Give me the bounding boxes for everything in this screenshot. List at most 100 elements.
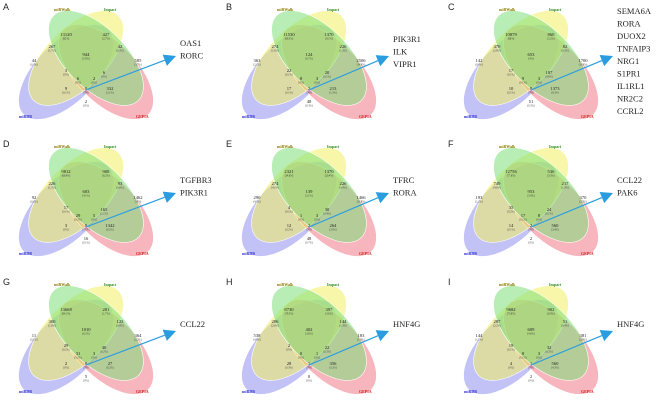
panel-letter: C [448,2,455,12]
region-count-wd: 226 [49,181,57,186]
region-percent-w: (78.5%) [285,313,294,316]
region-count-wi: 953 [528,189,536,194]
region-count-g: 183 [358,333,366,338]
region-percent-d: (0.1%) [30,339,37,342]
gene-label: OAS1 [180,38,201,48]
region-count-id: 3 [65,223,68,228]
set-label-mirdb: miRDB [242,114,255,119]
region-count-w: 8730 [284,307,294,312]
region-count-wg: 107 [546,70,554,75]
gene-label: NRG1 [617,56,639,66]
region-count-d: 538 [254,333,262,338]
gene-label: S1PR1 [617,69,641,79]
region-percent-wg: (0.2%) [100,351,107,354]
region-percent-wid: (0.1%) [285,74,292,77]
set-label-gepia: GEPIA [359,251,372,256]
region-percent-wd: (2.2%) [493,325,500,328]
region-count-wid: 22 [287,68,292,73]
region-count-id: 10 [509,86,514,91]
set-label-mirdb: miRDB [242,389,255,394]
region-count-ig: 226 [340,44,348,49]
region-percent-wi: (4%) [528,58,533,61]
region-percent-i: (20.4%) [325,175,334,178]
arrow-shaft [530,335,603,366]
region-count-d: 144 [476,333,484,338]
venn-diagram: miRWalk Impact miRDB GEPIA 9682(73.8%) 902(6.… [463,282,599,395]
region-count-dg: 264 [330,223,338,228]
set-label-mirwalk: miRWalk [277,7,294,12]
region-percent-wid: (0.1%) [507,349,514,352]
region-count-dg: 560 [552,361,560,366]
region-percent-ig: (0.4%) [561,325,568,328]
region-count-dg: 1342 [105,223,115,228]
region-count-all: 2 [308,223,311,228]
region-count-wg: 24 [547,207,552,212]
arrow-head [599,55,613,67]
venn-diagram: miRWalk Impact miRDB GEPIA 10879(66%) 860(5.2… [463,7,599,120]
region-count-id: 12 [287,223,292,228]
gene-label: CCRL2 [617,106,643,116]
region-percent-id: (0%) [63,229,68,232]
region-count-wdg: 29 [76,213,81,218]
region-percent-wd: (1.5%) [48,187,55,190]
region-count-wid: 29 [64,343,69,348]
set-ellipse-impact [271,147,367,243]
region-count-wd: 470 [494,44,502,49]
region-percent-wig: (0%) [536,219,541,222]
region-percent-wig: (0%) [536,357,541,360]
set-label-impact: Impact [549,282,562,287]
region-percent-w: (73.8%) [507,313,516,316]
region-percent-wd: (1.8%) [48,325,55,328]
set-label-mirwalk: miRWalk [499,282,516,287]
panel-letter: G [3,277,10,287]
arrow-head [375,55,389,67]
region-percent-g: (1.6%) [357,339,364,342]
region-count-w: 13120 [60,32,72,37]
region-count-idg: 51 [529,99,534,104]
region-percent-d: (0.9%) [475,64,482,67]
arrow-head [162,54,176,66]
set-label-mirdb: miRDB [464,251,477,256]
region-percent-wid: (0.2%) [62,349,69,352]
region-percent-ig: (0.6%) [116,187,123,190]
region-percent-idg: (0%) [83,380,88,383]
region-percent-id: (0.1%) [507,92,514,95]
region-percent-idg: (0.3%) [305,105,312,108]
region-percent-wid: (0.2%) [507,211,514,214]
region-count-dg: 1373 [550,86,560,91]
region-count-ig: 226 [340,181,348,186]
region-percent-wg: (0.1%) [323,76,330,79]
region-percent-dg: (1.3%) [329,92,336,95]
set-label-impact: Impact [104,144,117,149]
region-percent-wdg: (0%) [298,82,303,85]
region-count-wdg: 6 [77,76,80,81]
region-count-idg: 48 [307,236,312,241]
region-percent-wid: (0%) [286,349,291,352]
gene-label: TNFAIP3 [617,44,650,54]
region-count-id: 4 [510,361,513,366]
region-percent-wd: (1.7%) [48,50,55,53]
region-count-g: 381 [580,333,588,338]
region-percent-g: (3.7%) [134,64,141,67]
set-label-impact: Impact [327,282,340,287]
set-label-mirdb: miRDB [464,114,477,119]
region-percent-wdg: (0%) [298,357,303,360]
region-percent-dg: (2.1%) [106,92,113,95]
region-count-id: 14 [509,223,514,228]
region-count-dg: 27 [108,361,113,366]
region-count-wig: 1 [316,351,319,356]
arrow-shaft [308,60,379,91]
region-count-wdg: 1 [300,213,303,218]
region-percent-wg: (0.2%) [323,351,330,354]
region-percent-w: (77.6%) [507,175,516,178]
region-count-w: 10879 [505,32,517,37]
set-label-impact: Impact [327,144,340,149]
region-percent-g: (2.2%) [134,339,141,342]
region-percent-wdg: (0.1%) [519,357,526,360]
region-count-idg: 2 [85,99,88,104]
gene-label: TGFBR3 [180,175,212,185]
